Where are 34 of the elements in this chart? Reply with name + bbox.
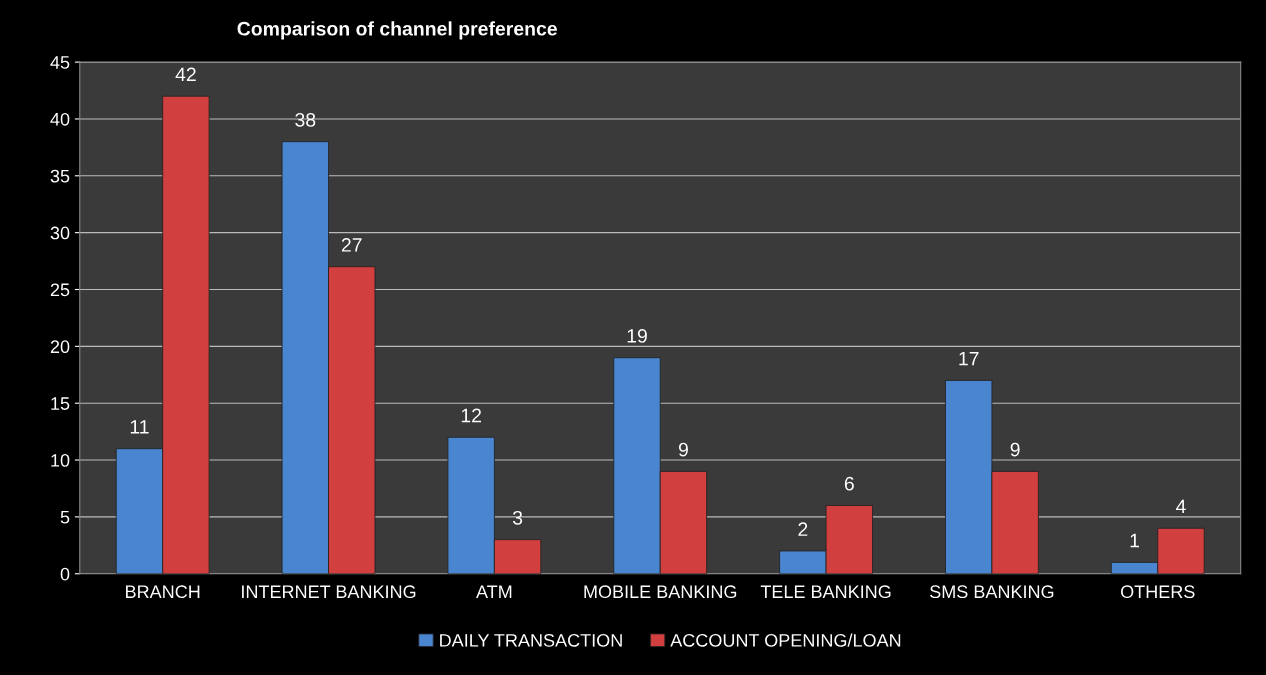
data-label: 38 <box>295 112 316 127</box>
data-label: 9 <box>1010 442 1020 457</box>
y-tick-label: 30 <box>50 226 70 240</box>
data-label: 6 <box>844 476 854 491</box>
y-tick-label: 35 <box>50 169 70 183</box>
y-tick-label: 40 <box>50 112 70 126</box>
x-tick-label: BRANCH <box>126 585 200 599</box>
data-label: 19 <box>627 329 647 343</box>
legend-label: DAILY TRANSACTION <box>440 633 622 647</box>
y-tick-label: 20 <box>50 340 70 354</box>
data-label: 9 <box>678 442 688 457</box>
x-tick-label: ATM <box>476 585 512 598</box>
data-label: 42 <box>175 67 196 82</box>
data-label: 2 <box>798 522 808 536</box>
y-tick-label: 45 <box>50 56 70 69</box>
y-tick-label: 0 <box>60 567 70 581</box>
y-tick-label: 15 <box>51 397 70 410</box>
data-label: 1 <box>1130 533 1139 548</box>
data-label: 27 <box>341 238 362 252</box>
x-tick-label: OTHERS <box>1120 585 1195 599</box>
legend-label: ACCOUNT OPENING/LOAN <box>670 633 901 647</box>
y-tick-label: 5 <box>60 511 70 524</box>
data-label: 4 <box>1176 499 1186 514</box>
data-label: 17 <box>959 351 979 366</box>
x-tick-label: MOBILE BANKING <box>584 585 737 599</box>
x-tick-label: SMS BANKING <box>930 585 1054 599</box>
x-tick-label: INTERNET BANKING <box>242 585 416 599</box>
y-tick-label: 10 <box>51 453 70 467</box>
x-tick-label: TELE BANKING <box>760 585 891 599</box>
y-tick-label: 25 <box>50 283 70 297</box>
data-label: 12 <box>461 408 481 423</box>
data-label: 3 <box>512 510 523 525</box>
chart-title: Comparison of channel preference <box>237 21 557 40</box>
data-label: 11 <box>130 420 149 434</box>
